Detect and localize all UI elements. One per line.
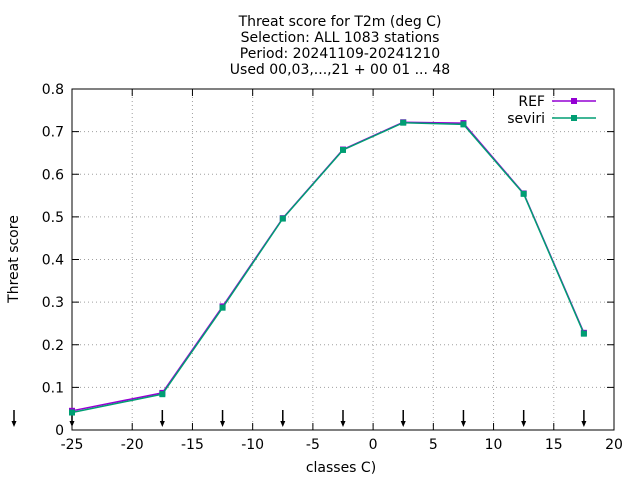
title-line-2: Selection: ALL 1083 stations (241, 30, 440, 46)
data-point (219, 304, 226, 311)
marker-head (280, 421, 286, 427)
y-tick-label: 0.6 (42, 167, 64, 183)
x-tick-label: 15 (545, 437, 563, 453)
x-axis-label: classes C) (306, 460, 376, 476)
marker-head (11, 421, 17, 427)
y-tick-label: 0.3 (42, 295, 64, 311)
legend-label: REF (518, 94, 545, 110)
series (69, 119, 587, 416)
down-arrow-icon (159, 410, 165, 427)
series-REF (69, 119, 587, 414)
legend-marker (571, 98, 577, 104)
series-seviri (69, 119, 587, 416)
down-arrow-icon (340, 410, 346, 427)
y-tick-label: 0.4 (42, 253, 64, 269)
down-arrow-icon (280, 410, 286, 427)
marker-head (581, 421, 587, 427)
plot-frame (71, 88, 615, 431)
legend-marker (571, 115, 577, 121)
x-tick-label: -10 (241, 437, 264, 453)
marker-head (521, 421, 527, 427)
x-tick-label: 5 (429, 437, 438, 453)
data-point (159, 391, 166, 398)
title-line-1: Threat score for T2m (deg C) (238, 14, 442, 30)
x-tick-label: -25 (61, 437, 84, 453)
data-point (400, 119, 407, 126)
data-point (520, 190, 527, 197)
marker-head (220, 421, 226, 427)
x-tick-label: 20 (605, 437, 623, 453)
series-line (71, 121, 585, 414)
data-point (460, 121, 467, 128)
data-point (340, 146, 346, 153)
series-line (71, 121, 585, 412)
down-arrow-icon (220, 410, 226, 427)
x-tick-label: 0 (369, 437, 378, 453)
chart-title: Threat score for T2m (deg C) Selection: … (230, 14, 450, 78)
y-tick-label: 0.1 (42, 380, 64, 396)
y-tick-label: 0 (55, 423, 64, 439)
x-tick-label: -20 (121, 437, 144, 453)
title-line-3: Period: 20241109-20241210 (240, 46, 440, 62)
down-arrow-icon (11, 410, 17, 427)
marker-head (159, 421, 165, 427)
down-arrow-icon (400, 410, 406, 427)
data-point (580, 330, 587, 337)
title-line-4: Used 00,03,...,21 + 00 01 ... 48 (230, 62, 450, 78)
data-point (279, 215, 286, 222)
x-tick-label: 10 (485, 437, 503, 453)
grid (72, 89, 614, 430)
x-tick-label: -15 (181, 437, 204, 453)
y-tick-label: 0.7 (42, 125, 64, 141)
down-arrow-icon (521, 410, 527, 427)
down-arrow-icon (581, 410, 587, 427)
x-tick-label: -5 (306, 437, 320, 453)
y-tick-label: 0.8 (42, 82, 64, 98)
marker-head (340, 421, 346, 427)
y-tick-label: 0.5 (42, 210, 64, 226)
down-arrow-icon (460, 410, 466, 427)
tick-labels: -25 -20 -15 -10 -5 0 5 10 15 20 0 0.1 0.2 0.3 0.4 0.5 0.… (42, 82, 623, 453)
legend-label: seviri (507, 111, 545, 127)
y-tick-label: 0.2 (42, 338, 64, 354)
marker-head (460, 421, 466, 427)
marker-head (400, 421, 406, 427)
class-markers (11, 410, 587, 427)
data-point (69, 409, 75, 416)
y-axis-label: Threat score (6, 215, 22, 304)
